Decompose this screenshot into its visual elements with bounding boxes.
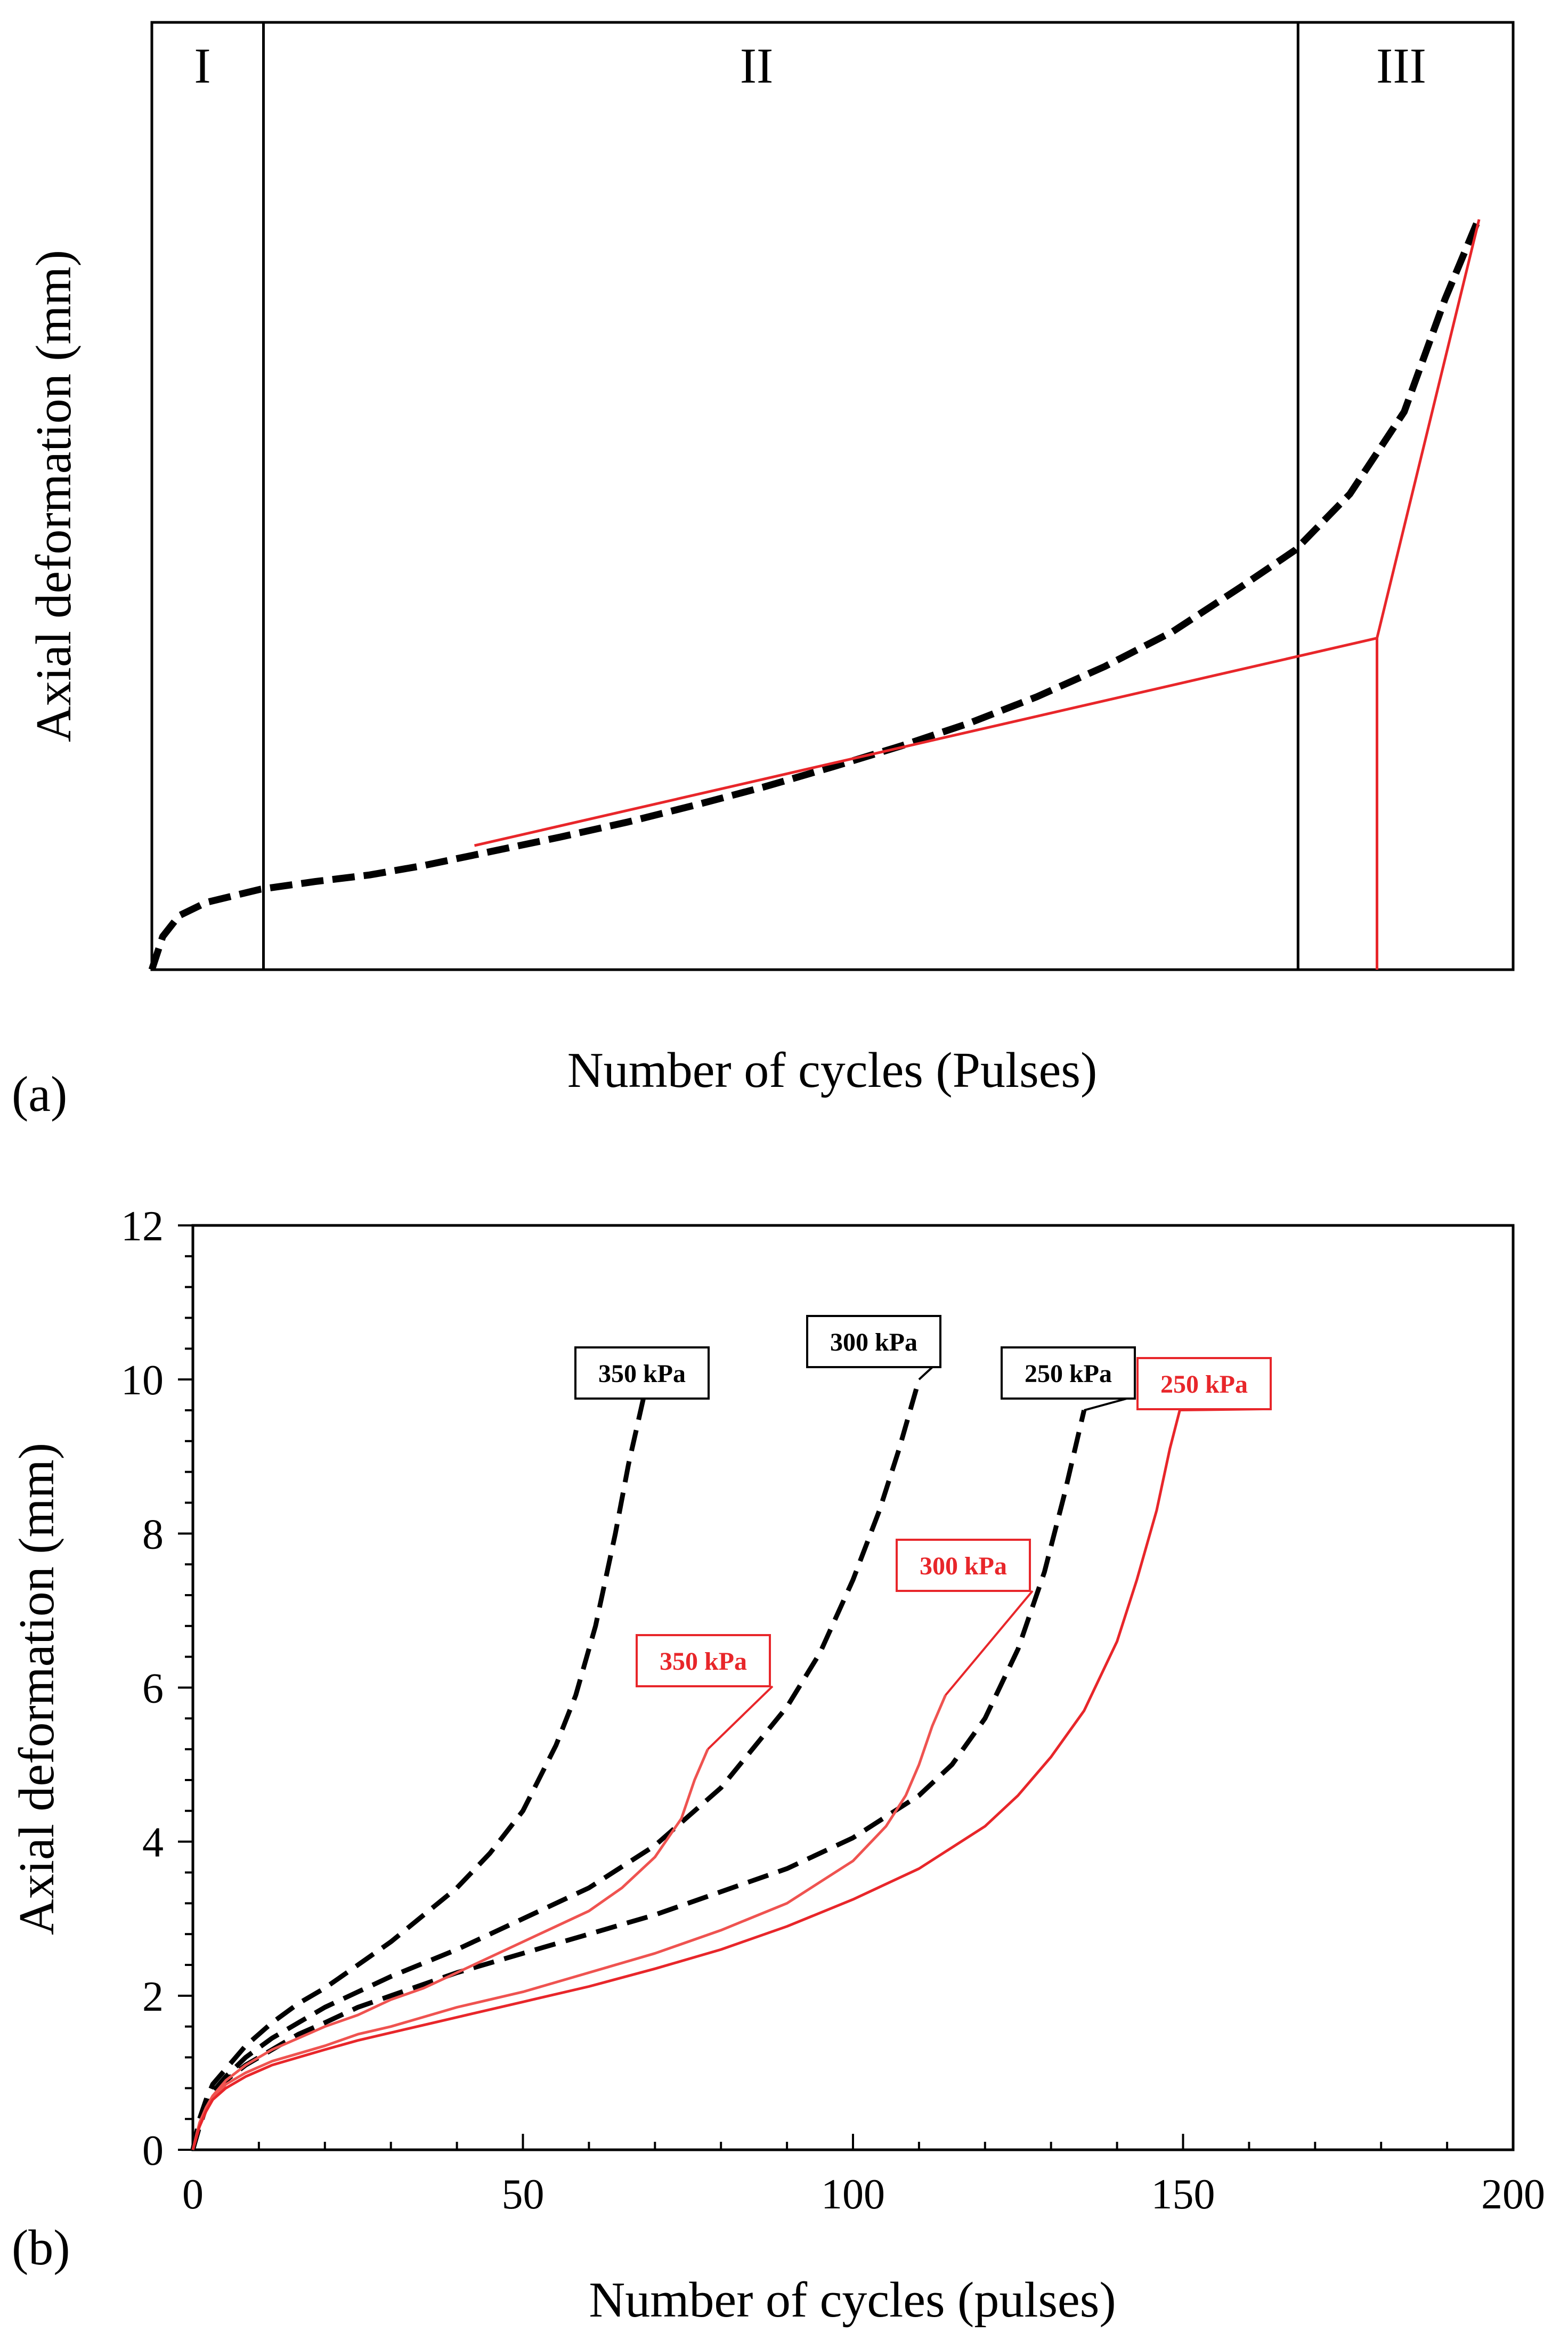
panel-b-x-axis-title: Number of cycles (pulses) — [589, 2272, 1116, 2328]
annotation-frame — [806, 1315, 941, 1368]
x-tick-label: 200 — [1481, 2171, 1545, 2218]
annotation-frame — [1001, 1346, 1136, 1400]
y-tick-label: 10 — [121, 1357, 164, 1404]
annotation-label: 300 kPa — [920, 1552, 1007, 1580]
panel-a-tangent-line-2 — [1376, 219, 1481, 639]
x-tick-label: 50 — [502, 2171, 545, 2218]
panel-b: 0 50 100 150 200 0 2 4 6 8 10 12 350 kPa 300 kPa 250 … — [9, 1203, 1545, 2328]
y-tick-label: 12 — [121, 1203, 164, 1250]
panel-a: I II III Number of cycles (Pulses) Axial… — [12, 21, 1515, 1122]
annotation-leader-line — [944, 1590, 1034, 1696]
annotation-label: 250 kPa — [1025, 1360, 1112, 1388]
series-line-350-kpa-black — [190, 1390, 648, 2150]
region-label-iii: III — [1376, 38, 1426, 94]
y-tick-label: 6 — [142, 1665, 164, 1712]
y-tick-label: 2 — [142, 1973, 164, 2020]
annotation-box: 350 kPa — [636, 1634, 774, 1750]
annotation-frame — [1136, 1357, 1272, 1410]
annotation-box: 250 kPa — [1001, 1346, 1136, 1411]
annotation-box: 300 kPa — [896, 1539, 1034, 1696]
panel-b-tick-labels: 0 50 100 150 200 0 2 4 6 8 10 12 — [121, 1203, 1545, 2218]
annotation-label: 300 kPa — [830, 1328, 917, 1356]
panel-b-label: (b) — [12, 2220, 70, 2276]
x-tick-label: 0 — [182, 2171, 204, 2218]
annotation-frame — [896, 1539, 1031, 1592]
region-label-i: I — [194, 38, 210, 94]
y-tick-label: 0 — [142, 2127, 164, 2174]
annotation-leader-line — [707, 1685, 774, 1750]
series-line-250-kpa-black — [190, 1409, 1087, 2151]
annotation-leader-line — [918, 1366, 933, 1380]
annotation-label: 250 kPa — [1160, 1370, 1248, 1399]
series-line-250-kpa-red — [191, 1410, 1181, 2150]
annotation-box: 350 kPa — [574, 1346, 710, 1400]
y-tick-label: 4 — [142, 1819, 164, 1866]
panel-b-curves — [190, 1378, 1181, 2151]
panel-a-tangent-line-1 — [474, 637, 1378, 847]
annotation-box: 300 kPa — [806, 1315, 941, 1380]
series-line-350-kpa-red — [191, 1749, 709, 2150]
panel-a-curves — [148, 216, 1483, 971]
annotation-frame — [636, 1634, 771, 1687]
panel-a-region-dividers — [262, 22, 1299, 970]
panel-b-ticks — [178, 1224, 1514, 2151]
annotation-frame — [574, 1346, 710, 1400]
panel-a-y-axis-title: Axial deformation (mm) — [26, 250, 82, 742]
series-line-300-kpa-red — [191, 1695, 947, 2150]
annotation-leader-line — [1084, 1397, 1127, 1411]
x-tick-label: 100 — [821, 2171, 885, 2218]
annotation-label: 350 kPa — [660, 1647, 747, 1676]
panel-a-x-axis-title: Number of cycles (Pulses) — [567, 1043, 1098, 1098]
panel-b-y-axis-title: Axial deformation (mm) — [9, 1443, 64, 1935]
series-line-300-kpa-black — [190, 1378, 922, 2151]
region-label-ii: II — [740, 38, 774, 94]
panel-a-deformation-curve — [148, 216, 1483, 971]
y-tick-label: 8 — [142, 1511, 164, 1558]
x-tick-label: 150 — [1151, 2171, 1215, 2218]
panel-a-label: (a) — [12, 1067, 67, 1122]
annotation-box: 250 kPa — [1136, 1357, 1272, 1411]
panel-b-annotations: 350 kPa 300 kPa 250 kPa 250 kPa 300 kPa 350 k… — [574, 1315, 1272, 1750]
panel-a-frame — [150, 21, 1515, 971]
annotation-label: 350 kPa — [598, 1360, 686, 1388]
